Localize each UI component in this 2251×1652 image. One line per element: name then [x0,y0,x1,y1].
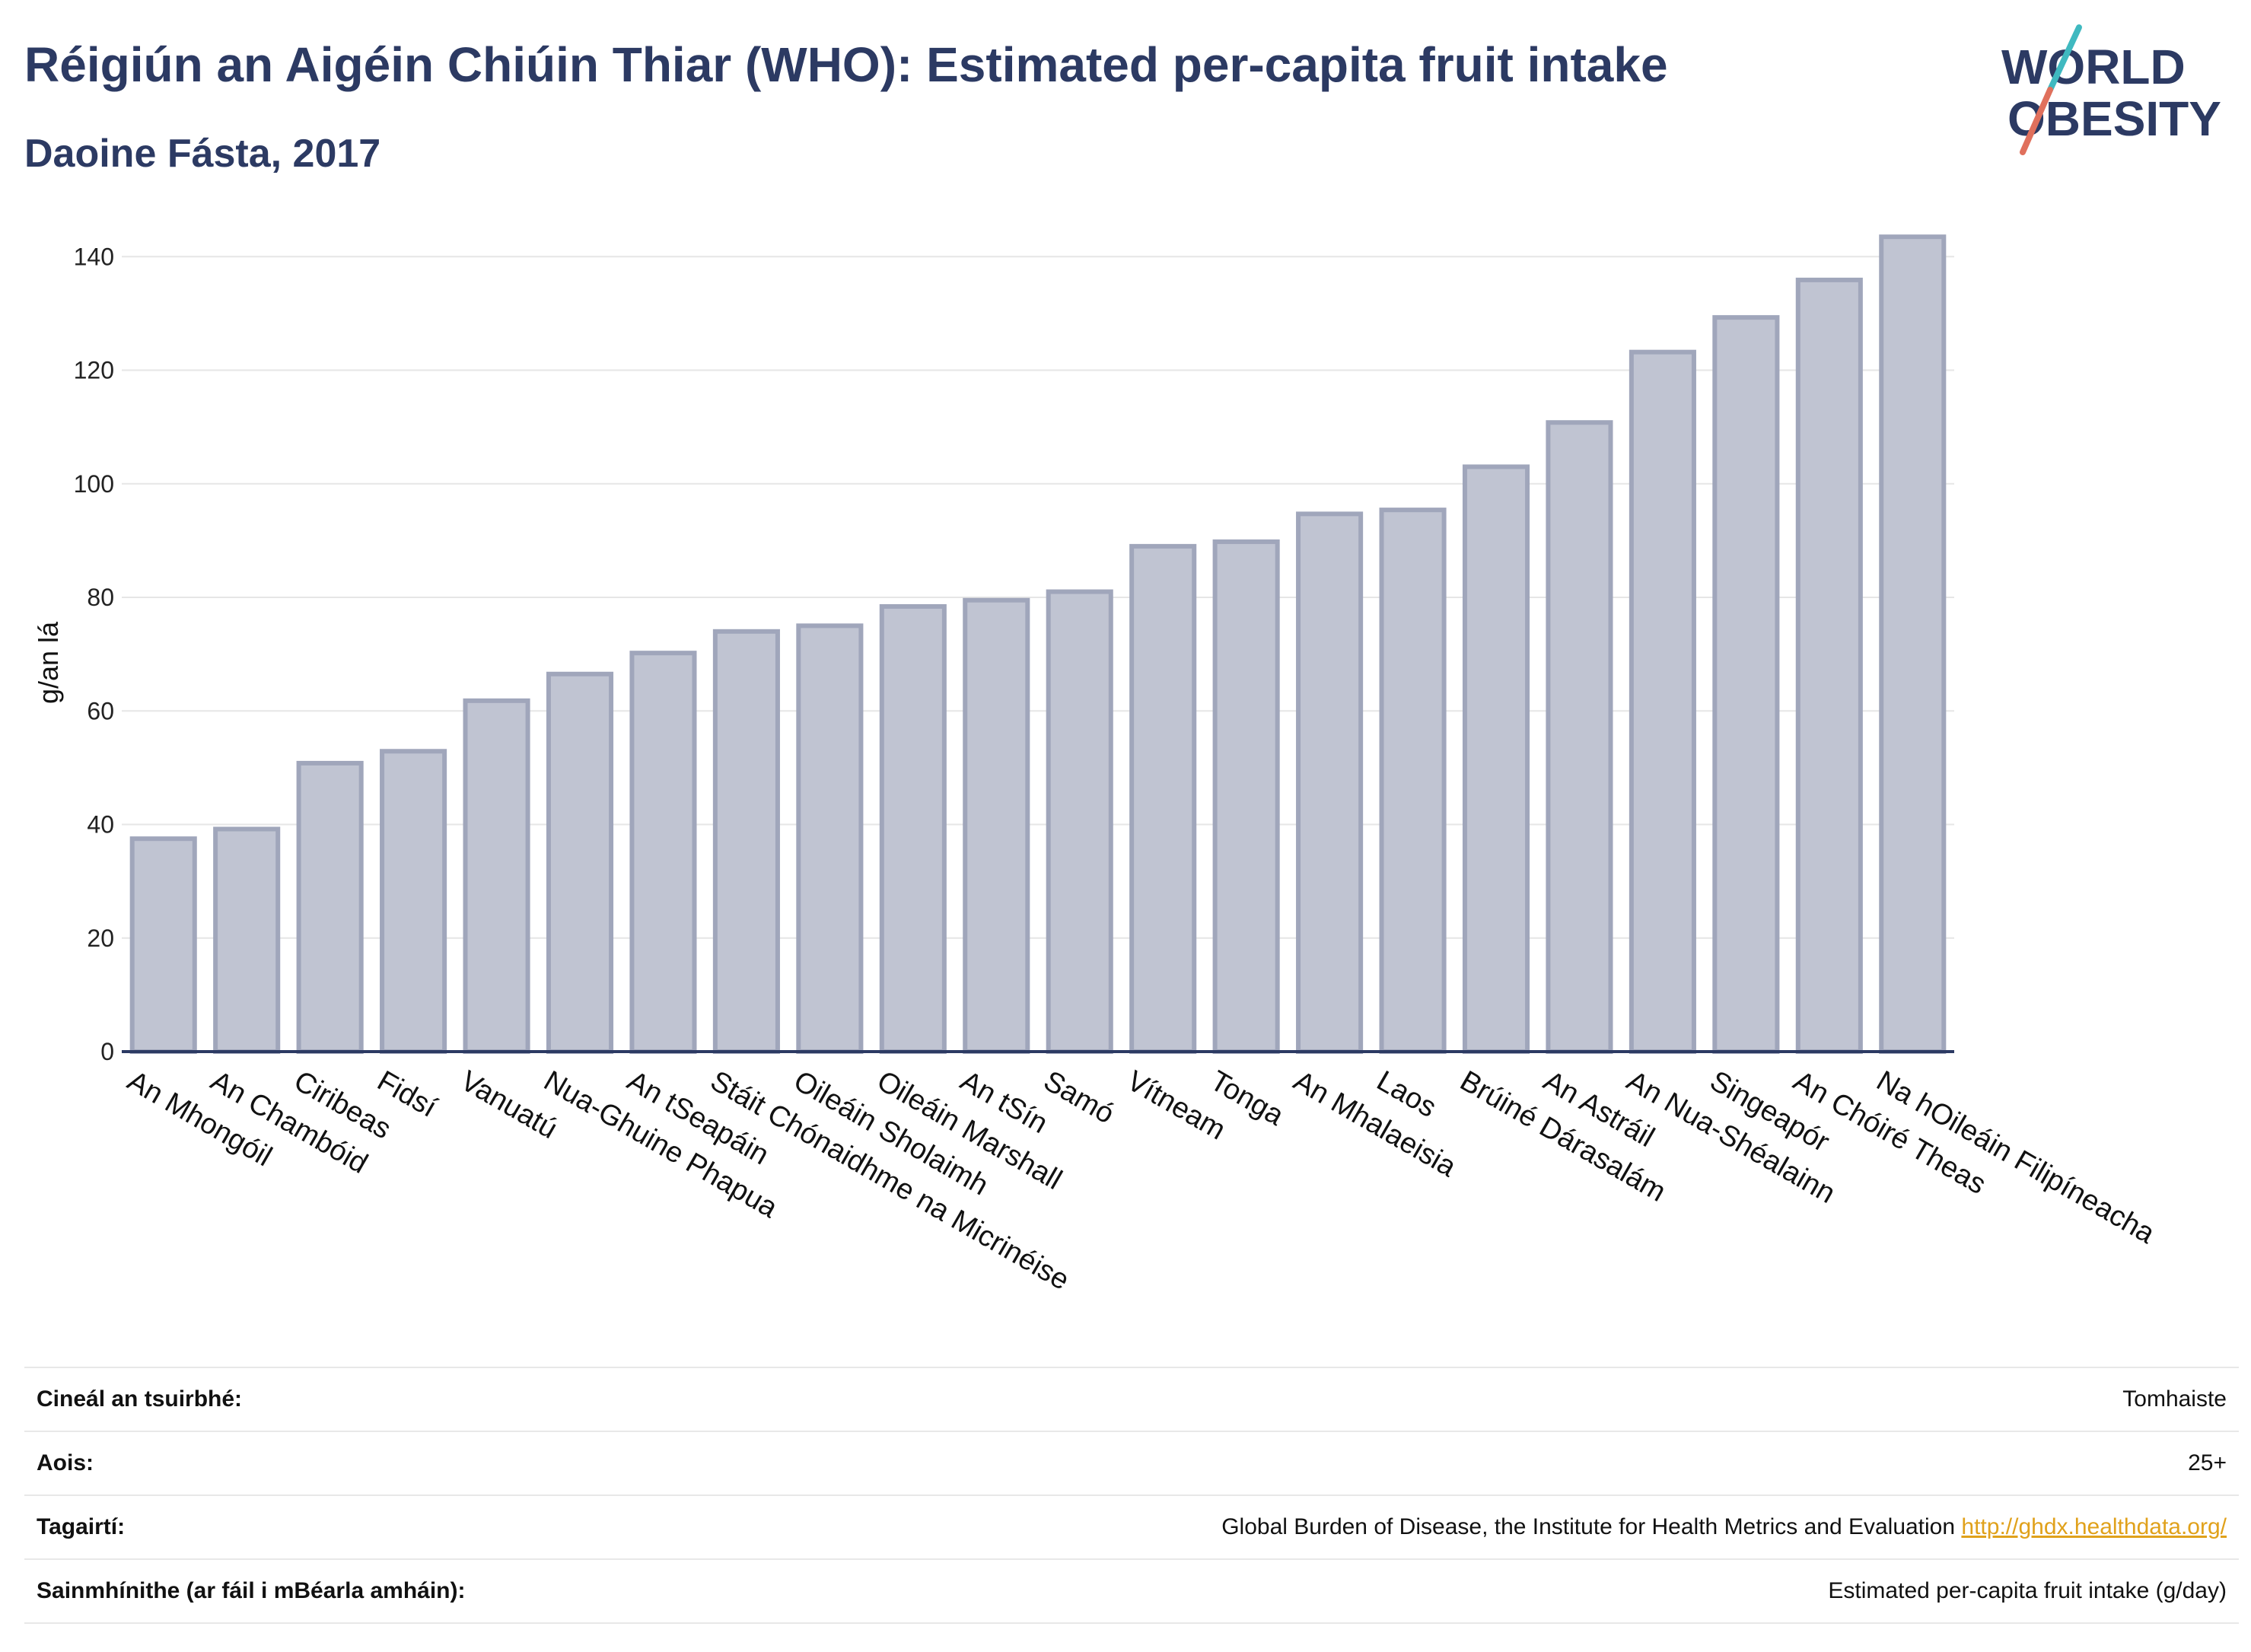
logo-slash-teal [2047,24,2082,93]
bar [1129,543,1197,1054]
bar [879,603,947,1054]
info-row-age: Aois: 25+ [24,1431,2239,1495]
info-row-definitions: Sainmhínithe (ar fáil i mBéarla amháin):… [24,1558,2239,1624]
info-row-survey-type: Cineál an tsuirbhé: Tomhaiste [24,1367,2239,1431]
y-tick-label: 100 [74,470,114,498]
info-value: Estimated per-capita fruit intake (g/day… [701,1558,2239,1624]
bar [1212,539,1280,1054]
bar [129,836,197,1054]
bar [1795,277,1863,1054]
bar [1462,464,1530,1054]
bar [380,749,447,1054]
bar [629,651,697,1054]
bar [213,826,281,1055]
y-tick-label: 60 [87,697,114,724]
y-tick-label: 0 [100,1038,114,1065]
x-tick-label: Samó [1038,1065,1119,1130]
y-tick-labels: 0 20 40 60 80 100 120 140 [74,243,114,1065]
info-label: Tagairtí: [24,1494,702,1559]
chart-subtitle: Daoine Fásta, 2017 [24,132,381,176]
bar [1046,589,1113,1054]
logo-line1: WORLD [2001,40,2186,94]
y-tick-label: 20 [87,925,114,952]
reference-link[interactable]: http://ghdx.healthdata.org/ [1961,1514,2227,1539]
logo-slash-red [2020,87,2053,155]
info-value-with-link: Global Burden of Disease, the Institute … [701,1494,2239,1559]
bar [963,597,1030,1054]
y-tick-label: 40 [87,811,114,839]
bars [129,234,1947,1055]
bar [1629,349,1696,1054]
world-obesity-logo: WORLD OBESITY [2001,24,2221,155]
bar [546,671,614,1054]
bar [1879,234,1947,1054]
bar [1712,315,1780,1054]
chart-title: Réigiún an Aigéin Chiúin Thiar (WHO): Es… [24,37,1668,92]
info-value: 25+ [701,1431,2239,1495]
x-tick-label: Vanuatú [455,1065,562,1145]
y-tick-label: 120 [74,357,114,384]
y-tick-label: 140 [74,243,114,270]
bar [463,698,530,1054]
bar [1296,511,1364,1054]
y-axis-label: g/an lá [33,621,64,704]
x-tick-label: An Mhalaeisia [1288,1065,1462,1183]
bar [296,760,364,1054]
bar [796,623,864,1054]
info-value: Tomhaiste [701,1367,2239,1431]
bar [1379,508,1447,1054]
info-label: Sainmhínithe (ar fáil i mBéarla amháin): [24,1558,702,1624]
info-label: Cineál an tsuirbhé: [24,1367,702,1431]
info-table: Cineál an tsuirbhé: Tomhaiste Aois: 25+ … [24,1367,2239,1624]
bar [712,629,780,1054]
reference-text: Global Burden of Disease, the Institute … [1221,1514,1956,1539]
bar [1546,420,1613,1054]
info-row-references: Tagairtí: Global Burden of Disease, the … [24,1494,2239,1559]
info-label: Aois: [24,1431,702,1495]
y-tick-label: 80 [87,584,114,611]
